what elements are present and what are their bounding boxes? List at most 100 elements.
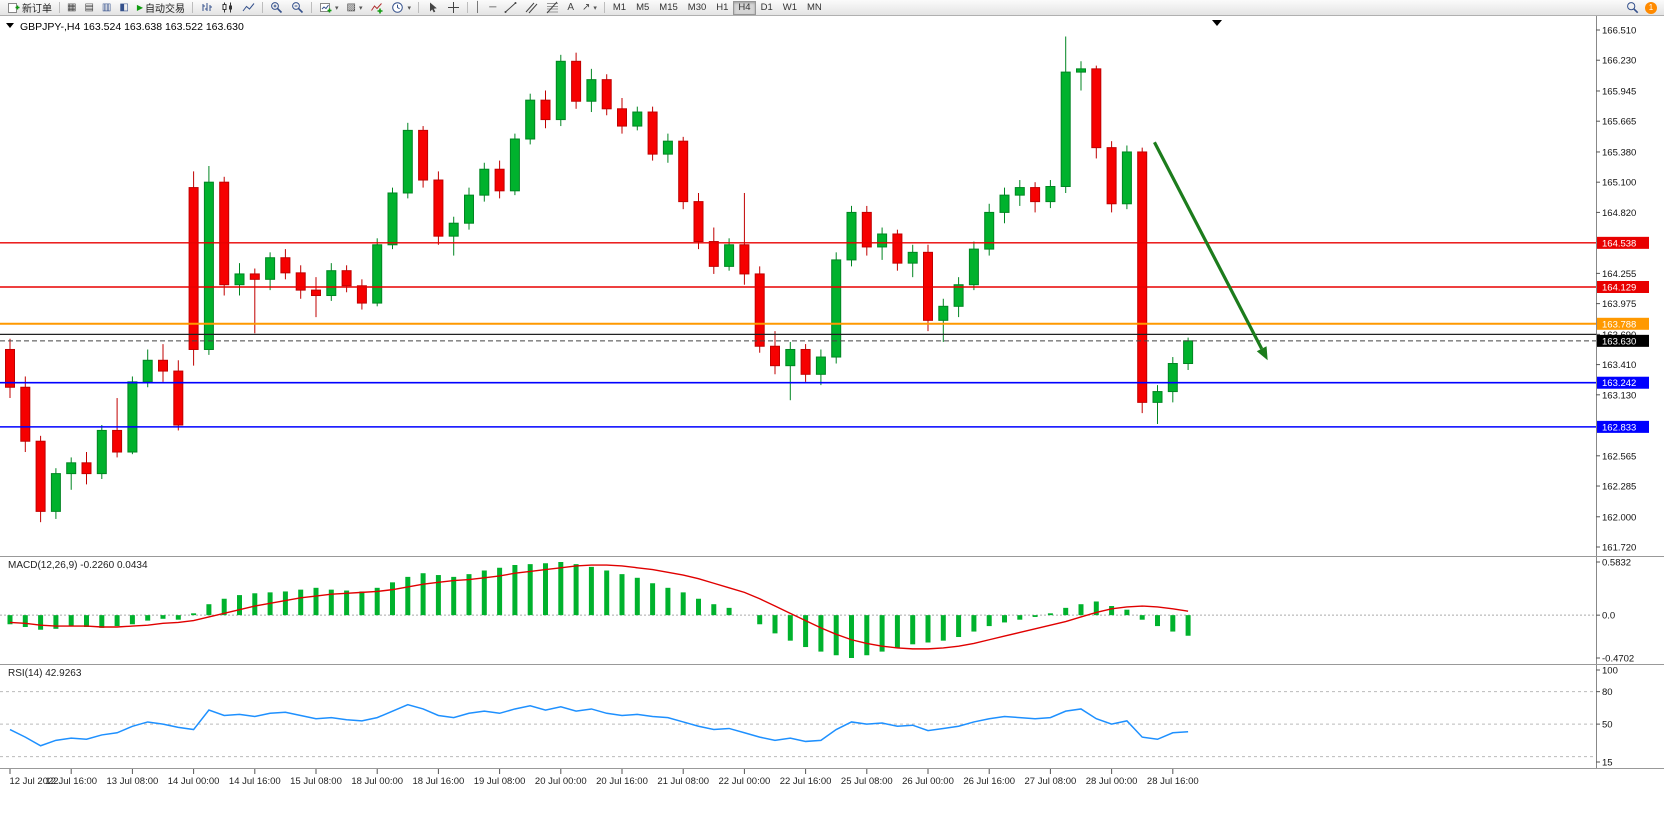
candle-body — [127, 381, 138, 453]
svg-text:27 Jul 08:00: 27 Jul 08:00 — [1025, 776, 1077, 787]
channel-tool-button[interactable] — [521, 1, 542, 15]
timeframe-m30-button[interactable]: M30 — [683, 1, 711, 15]
bar-chart-icon — [202, 3, 212, 11]
timeframe-m15-button[interactable]: M15 — [654, 1, 682, 15]
fibonacci-tool-button[interactable] — [542, 1, 563, 15]
candle-body — [1183, 340, 1194, 365]
candle-body — [555, 60, 566, 121]
indicators-button[interactable] — [366, 1, 387, 15]
candle-body — [754, 273, 765, 347]
new-order-icon — [8, 3, 20, 13]
profiles-button[interactable]: ▤ — [80, 1, 97, 15]
zoom-out-icon — [292, 2, 304, 14]
autotrading-play-icon: ▶ — [136, 2, 143, 12]
candle-body — [540, 99, 551, 121]
trend-arrow[interactable] — [1153, 141, 1268, 361]
horizontal-line-tool-button[interactable]: ─ — [485, 1, 500, 15]
bar-chart-button[interactable] — [196, 1, 217, 15]
candle-body — [464, 194, 474, 224]
svg-text:80: 80 — [1602, 687, 1613, 698]
candle-body — [295, 272, 306, 291]
candle-body — [479, 168, 490, 196]
candle-body — [1091, 68, 1102, 149]
svg-text:163.242: 163.242 — [1602, 378, 1636, 389]
trendline-tool-button[interactable] — [500, 1, 521, 15]
macd-panel: MACD(12,26,9) -0.2260 0.0434 0.5832 0.0 -0.… — [0, 558, 1634, 665]
zoom-in-button[interactable] — [266, 1, 287, 15]
price-axis[interactable]: 166.510 166.230 165.945 165.665 165.380 165.1… — [1596, 26, 1649, 554]
market-watch-button[interactable]: ▥ — [98, 1, 115, 15]
zoom-out-button[interactable] — [287, 1, 308, 15]
svg-text:14 Jul 00:00: 14 Jul 00:00 — [168, 776, 220, 787]
candlestick-chart-button[interactable] — [217, 1, 238, 15]
timeframe-mn-button[interactable]: MN — [802, 1, 827, 15]
search-button[interactable] — [1622, 1, 1643, 15]
timeframe-h4-button[interactable]: H4 — [733, 0, 756, 15]
candle-body — [571, 60, 582, 102]
timeframe-d1-button[interactable]: D1 — [756, 1, 778, 15]
candle-body — [892, 233, 903, 264]
text-tool-button[interactable]: A — [563, 1, 578, 15]
vertical-line-tool-button[interactable]: │ — [471, 1, 485, 15]
candle-body — [402, 129, 413, 194]
rsi-panel: RSI(14) 42.9263 100 80 50 15 — [0, 666, 1618, 769]
new-order-button[interactable]: 新订单 — [3, 1, 56, 15]
timeframe-h1-button[interactable]: H1 — [711, 1, 733, 15]
periods-button[interactable]: ▾ — [387, 1, 415, 15]
horizontal-price-lines[interactable] — [0, 242, 1596, 428]
channel-icon — [525, 2, 538, 14]
price-axis-label: 163.242 — [1597, 376, 1649, 389]
svg-text:161.720: 161.720 — [1602, 543, 1636, 554]
svg-text:26 Jul 16:00: 26 Jul 16:00 — [963, 776, 1015, 787]
candle-body — [219, 181, 230, 286]
candle-body — [280, 257, 291, 274]
candle-body — [861, 211, 872, 248]
svg-text:28 Jul 00:00: 28 Jul 00:00 — [1086, 776, 1138, 787]
crosshair-button[interactable] — [443, 1, 464, 15]
svg-text:165.100: 165.100 — [1602, 178, 1636, 189]
notification-badge[interactable]: 1 — [1645, 1, 1657, 14]
svg-text:-0.4702: -0.4702 — [1602, 654, 1634, 665]
timeframe-m5-button[interactable]: M5 — [631, 1, 654, 15]
candle-body — [846, 211, 857, 261]
svg-text:26 Jul 00:00: 26 Jul 00:00 — [902, 776, 954, 787]
charts-button[interactable]: ▦ — [63, 1, 80, 15]
autotrading-label: 自动交易 — [144, 4, 185, 15]
candle-body — [1014, 187, 1025, 196]
text-tool-icon: A — [567, 1, 574, 13]
chart-title: GBPJPY-,H4 163.524 163.638 163.522 163.6… — [6, 21, 244, 33]
svg-text:25 Jul 08:00: 25 Jul 08:00 — [841, 776, 893, 787]
svg-text:50: 50 — [1602, 720, 1613, 731]
autotrading-button[interactable]: ▶ 自动交易 — [133, 1, 189, 15]
svg-text:166.230: 166.230 — [1602, 56, 1636, 67]
timeframe-m1-button[interactable]: M1 — [608, 1, 631, 15]
cursor-button[interactable] — [422, 1, 443, 15]
candle-body — [877, 233, 888, 248]
templates-button[interactable]: ▨ ▾ — [342, 1, 366, 15]
arrows-tool-button[interactable]: ↗ ▾ — [578, 1, 601, 15]
candle-body — [647, 111, 658, 155]
chart-expand-triangle-icon[interactable] — [6, 23, 14, 28]
line-chart-button[interactable] — [238, 1, 259, 15]
svg-text:165.380: 165.380 — [1602, 147, 1636, 158]
new-chart-button[interactable]: ▾ — [315, 1, 343, 15]
main-toolbar: 新订单 ▦ ▤ ▥ ◧ ▶ 自动交易 ▾ ▨ ▾ ▾ │ ─ A ↗ ▾ M1 M5… — [0, 0, 1664, 16]
candle-body — [1030, 187, 1041, 203]
trading-chart[interactable]: 166.510 166.230 165.945 165.665 165.380 165.1… — [0, 16, 1664, 836]
new-chart-icon — [319, 3, 332, 13]
svg-text:163.788: 163.788 — [1602, 319, 1636, 330]
navigator-button[interactable]: ◧ — [115, 1, 132, 15]
timeframe-w1-button[interactable]: W1 — [778, 1, 802, 15]
arrowhead-icon — [1256, 346, 1268, 361]
candle-body — [617, 108, 627, 127]
candle-body — [96, 429, 107, 475]
svg-text:164.538: 164.538 — [1602, 238, 1636, 249]
candle-body — [708, 241, 719, 267]
candle-body — [815, 356, 826, 375]
price-axis-label: 164.538 — [1597, 236, 1649, 249]
candle-body — [20, 386, 31, 442]
price-axis-label: 163.788 — [1597, 317, 1649, 330]
candle-body — [387, 192, 398, 246]
scroll-end-marker-icon[interactable] — [1212, 20, 1222, 26]
